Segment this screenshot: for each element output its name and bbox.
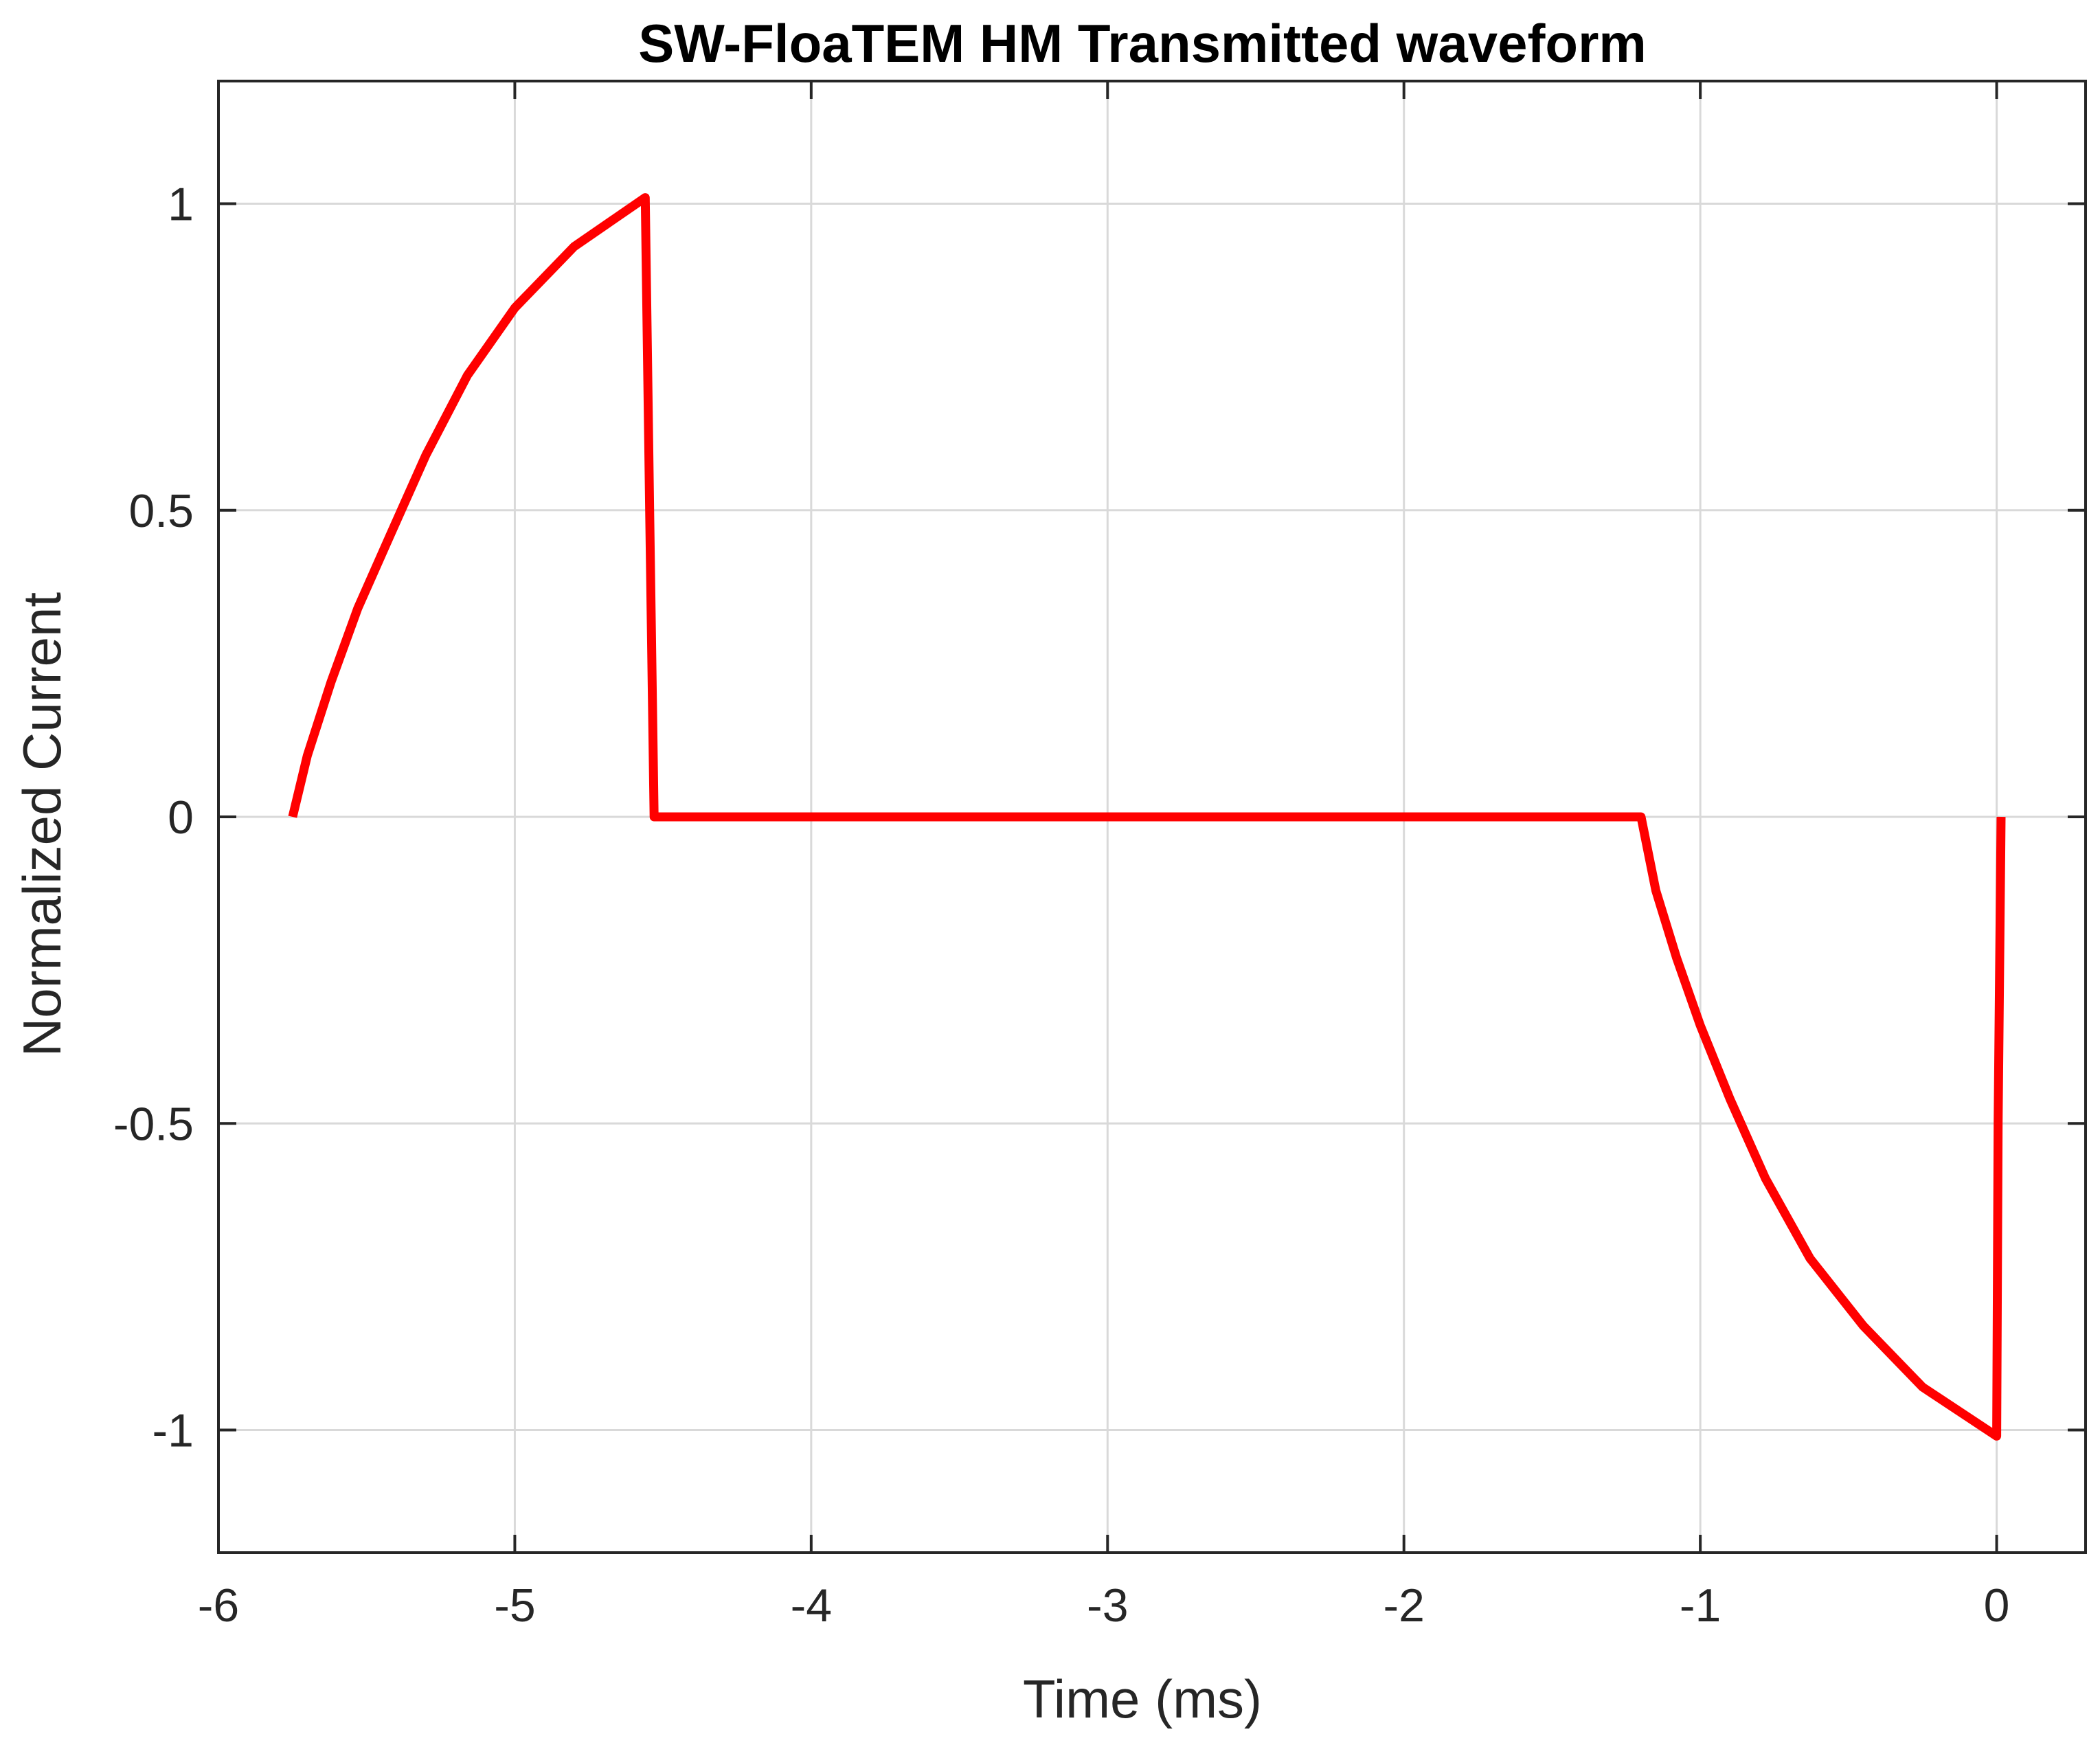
y-tick-labels: -1 -0.5 0 0.5 1 — [113, 179, 194, 1457]
y-tick-label: 0 — [168, 791, 194, 844]
y-tick-label: 1 — [168, 179, 194, 231]
x-tick-label: -4 — [791, 1579, 832, 1632]
x-tick-labels: -6 -5 -4 -3 -2 -1 0 — [198, 1579, 2010, 1632]
x-axis-label: Time (ms) — [1023, 1669, 1262, 1729]
axis-ticks — [217, 81, 2086, 1553]
x-tick-label: -6 — [198, 1579, 239, 1632]
x-tick-label: -5 — [494, 1579, 535, 1632]
y-tick-label: 0.5 — [128, 485, 194, 537]
series-layer — [288, 193, 2006, 1441]
y-tick-label: -1 — [153, 1405, 194, 1457]
x-tick-label: 0 — [1984, 1579, 2010, 1632]
chart-title: SW-FloaTEM HM Transmitted waveform — [638, 13, 1647, 74]
y-axis-label: Normalized Current — [12, 592, 72, 1057]
x-tick-label: -1 — [1680, 1579, 1721, 1632]
x-tick-label: -3 — [1087, 1579, 1128, 1632]
x-tick-label: -2 — [1383, 1579, 1424, 1632]
y-tick-label: -0.5 — [113, 1098, 194, 1150]
waveform-line — [288, 193, 2006, 1441]
